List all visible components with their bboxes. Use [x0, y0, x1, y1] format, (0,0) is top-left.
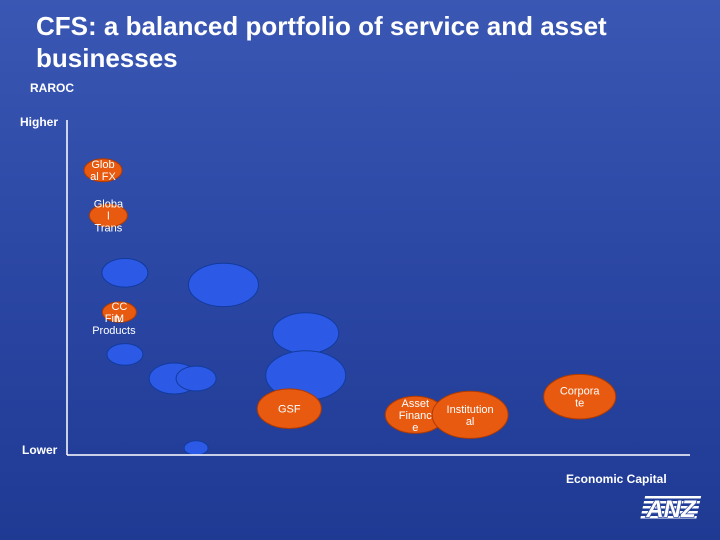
- bubble-label: Institution al: [447, 404, 494, 428]
- page-title: CFS: a balanced portfolio of service and…: [36, 11, 607, 73]
- bubble-label: CC M: [111, 301, 127, 325]
- bubble-label: Glob al FX: [90, 159, 116, 183]
- bubble-corpora-te: [543, 373, 617, 420]
- bubble-gsf: [256, 388, 322, 430]
- bubble-cc-m: [101, 301, 137, 323]
- bubble-label: Asset Financ e: [399, 398, 433, 434]
- anz-logo: ANZ: [640, 492, 702, 527]
- y-axis-high-label: Higher: [20, 115, 59, 129]
- bubble-unlabeled-5: [106, 343, 144, 366]
- bubble-unlabeled-6: [188, 262, 259, 308]
- y-axis-low-label: Lower: [22, 443, 58, 457]
- bubble-unlabeled-7: [272, 312, 340, 355]
- bubble-label: Corpora te: [560, 386, 601, 410]
- logo-text: ANZ: [645, 496, 697, 522]
- anz-logo-icon: ANZ: [640, 495, 702, 524]
- bubble-glob-al-fx: [83, 158, 123, 183]
- bubble-institution-al: [431, 390, 509, 439]
- y-axis-label: RAROC: [30, 81, 74, 95]
- x-axis-label: Economic Capital: [566, 472, 667, 486]
- bubble-unlabeled-2: [101, 258, 149, 288]
- bubble-globa-l-trans: [88, 203, 128, 228]
- bubble-label: Fin. Products: [92, 313, 136, 337]
- bubble-unlabeled-12: [183, 440, 209, 456]
- bubble-unlabeled-9: [175, 365, 217, 392]
- bubble-label: GSF: [278, 404, 301, 416]
- bubble-label: Globa l Trans: [94, 199, 124, 235]
- bubbles-layer: [83, 158, 617, 456]
